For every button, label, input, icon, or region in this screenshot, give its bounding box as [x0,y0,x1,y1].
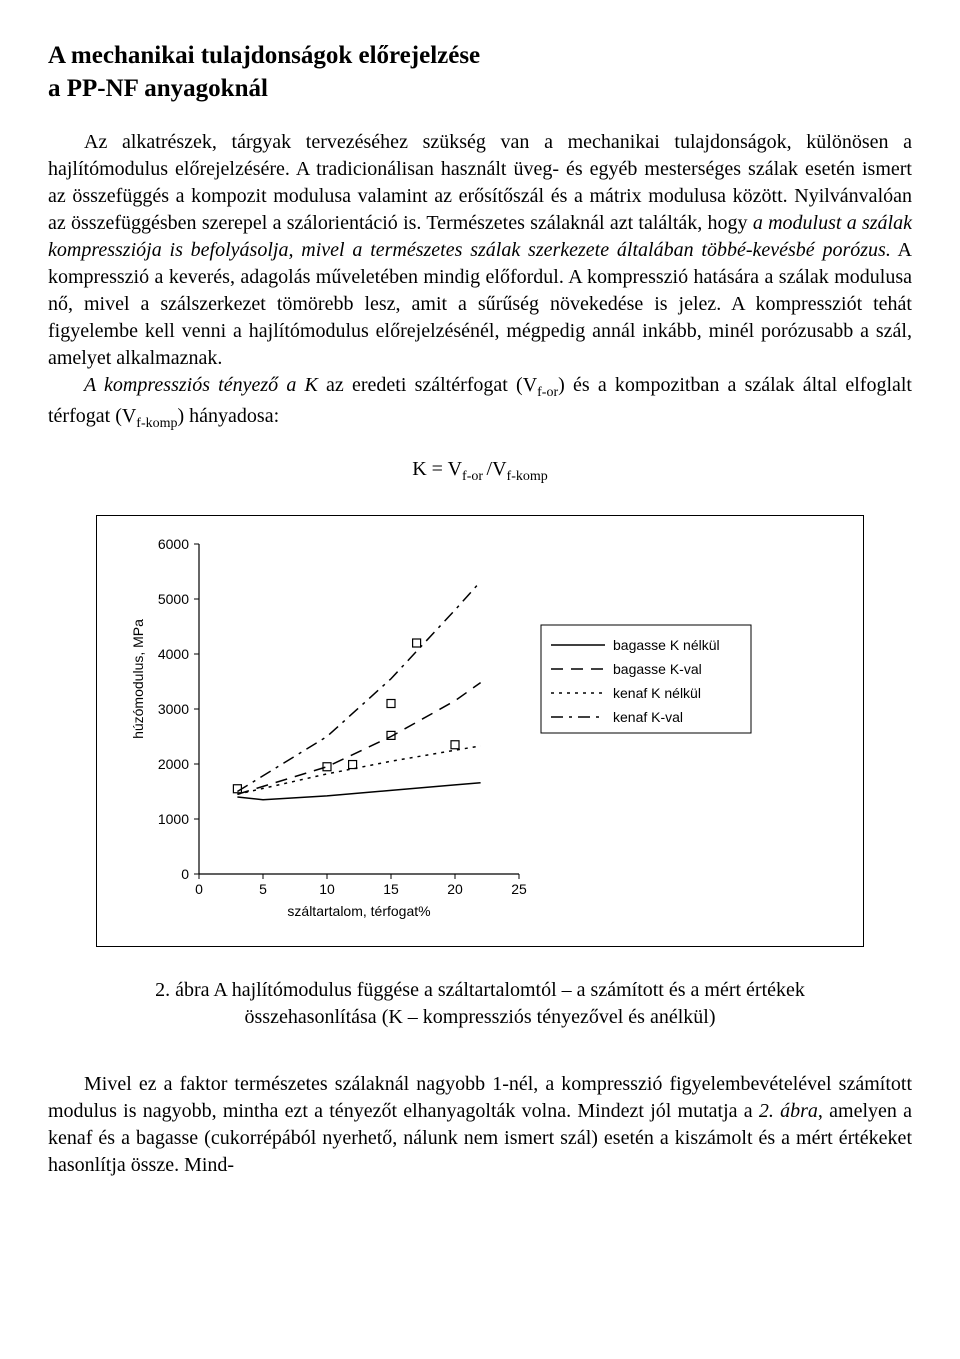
svg-text:6000: 6000 [158,536,189,552]
svg-text:kenaf K-val: kenaf K-val [613,709,683,725]
svg-text:10: 10 [319,881,335,897]
svg-text:bagasse K nélkül: bagasse K nélkül [613,637,720,653]
svg-text:bagasse K-val: bagasse K-val [613,661,702,677]
svg-text:2000: 2000 [158,756,189,772]
svg-text:száltartalom, térfogat%: száltartalom, térfogat% [287,903,430,919]
body-paragraph-1: Az alkatrészek, tárgyak tervezéséhez szü… [48,129,912,372]
svg-text:20: 20 [447,881,463,897]
svg-text:3000: 3000 [158,701,189,717]
formula: K = Vf-or /Vf-komp [48,456,912,487]
chart-container: 0 1000 2000 3000 4000 5000 6000 0 5 10 15 20 25 szált… [96,515,864,948]
title-line-2: a PP-NF anyagoknál [48,75,268,102]
closing-paragraph: Mivel ez a faktor természetes szálaknál … [48,1071,912,1179]
body-paragraph-2: A kompressziós tényező a K az eredeti sz… [48,372,912,434]
svg-text:5: 5 [259,881,267,897]
svg-text:25: 25 [511,881,527,897]
svg-text:4000: 4000 [158,646,189,662]
svg-text:kenaf K nélkül: kenaf K nélkül [613,685,701,701]
line-chart: 0 1000 2000 3000 4000 5000 6000 0 5 10 15 20 25 szált… [111,530,831,930]
svg-text:0: 0 [181,866,189,882]
page-title: A mechanikai tulajdonságok előrejelzése … [48,40,912,105]
svg-text:húzómodulus, MPa: húzómodulus, MPa [130,619,146,739]
title-line-1: A mechanikai tulajdonságok előrejelzése [48,42,480,69]
svg-text:5000: 5000 [158,591,189,607]
svg-text:0: 0 [195,881,203,897]
svg-text:1000: 1000 [158,811,189,827]
svg-text:15: 15 [383,881,399,897]
figure-caption: 2. ábra A hajlítómodulus függése a szált… [88,977,872,1031]
